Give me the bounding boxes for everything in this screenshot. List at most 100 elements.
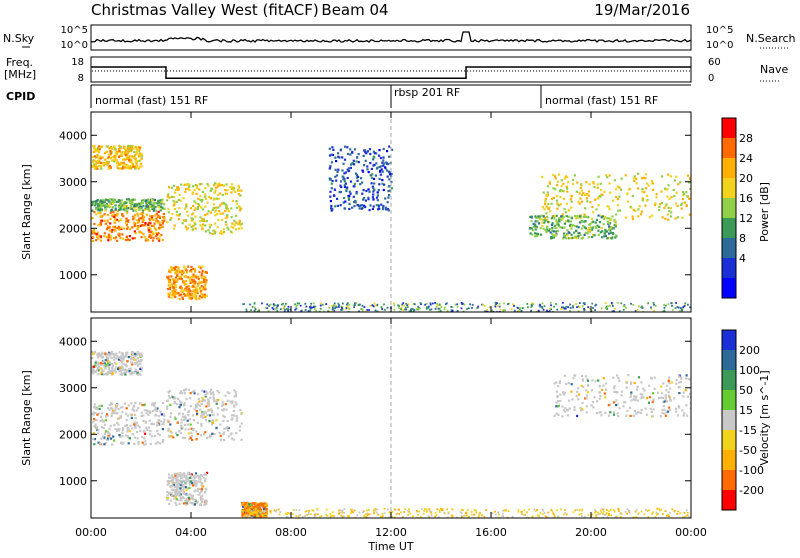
velocity-echo-cell: [230, 402, 234, 405]
power-echo-cell: [618, 186, 621, 189]
velocity-echo-cell: [686, 395, 690, 398]
power-echo-cell: [346, 176, 349, 180]
power-echo-cell: [594, 304, 597, 307]
velocity-echo-cell: [115, 352, 118, 355]
velocity-echo-cell: [320, 515, 323, 517]
velocity-echo-cell: [348, 514, 350, 517]
velocity-echo-cell: [642, 396, 645, 399]
velocity-echo-cell: [249, 509, 252, 512]
velocity-echo-cell: [465, 512, 468, 514]
velocity-echo-cell: [207, 398, 210, 401]
power-echo-cell: [190, 219, 193, 222]
power-echo-cell: [95, 200, 98, 203]
velocity-echo-cell: [290, 516, 293, 518]
power-echo-cell: [313, 308, 316, 310]
power-echo-cell: [220, 218, 224, 221]
velocity-echo-cell: [176, 483, 179, 486]
velocity-echo-cell: [430, 512, 433, 515]
velocity-echo-cell: [256, 515, 259, 518]
power-echo-cell: [341, 175, 344, 178]
power-echo-cell: [585, 197, 588, 200]
velocity-echo-cell: [133, 436, 136, 439]
power-echo-cell: [204, 193, 207, 196]
velocity-echo-cell: [653, 387, 656, 390]
velocity-echo-cell: [194, 489, 197, 492]
velocity-echo-cell: [167, 480, 170, 483]
power-echo-cell: [142, 204, 145, 208]
power-echo-cell: [126, 153, 129, 156]
power-echo-cell: [688, 213, 691, 216]
power-echo-cell: [573, 236, 576, 239]
velocity-echo-cell: [667, 514, 670, 516]
power-echo-cell: [266, 303, 269, 306]
power-echo-cell: [622, 305, 625, 307]
velocity-echo-cell: [191, 428, 194, 432]
velocity-echo-cell: [625, 414, 628, 417]
velocity-echo-cell: [197, 477, 200, 480]
power-echo-cell: [157, 232, 160, 235]
velocity-echo-cell: [351, 508, 353, 511]
velocity-echo-cell: [599, 509, 602, 512]
power-echo-cell: [102, 198, 105, 201]
power-echo-cell: [582, 192, 585, 195]
power-echo-cell: [551, 222, 554, 225]
power-echo-cell: [641, 307, 644, 309]
power-echo-cell: [203, 275, 206, 278]
power-echo-cell: [354, 302, 356, 305]
power-echo-cell: [548, 206, 551, 209]
power-echo-cell: [173, 201, 176, 204]
velocity-echo-cell: [338, 512, 340, 515]
power-echo-cell: [133, 213, 137, 217]
power-echo-cell: [175, 188, 178, 191]
velocity-echo-cell: [114, 368, 117, 371]
velocity-echo-cell: [581, 508, 584, 511]
power-echo-cell: [333, 194, 336, 197]
power-echo-cell: [213, 232, 216, 235]
power-echo-cell: [355, 176, 358, 179]
velocity-echo-cell: [149, 442, 152, 446]
power-echo-cell: [597, 175, 600, 178]
power-echo-cell: [363, 164, 366, 167]
velocity-echo-cell: [211, 432, 214, 435]
power-echo-cell: [594, 225, 597, 228]
power-echo-cell: [568, 237, 571, 240]
velocity-echo-cell: [341, 511, 344, 514]
power-echo-cell: [579, 186, 582, 190]
power-echo-cell: [580, 200, 584, 203]
power-echo-cell: [125, 217, 128, 220]
power-echo-cell: [686, 195, 689, 198]
velocity-echo-cell: [248, 502, 251, 506]
power-echo-region-5: [166, 265, 208, 301]
velocity-echo-cell: [168, 502, 171, 506]
power-echo-cell: [92, 161, 95, 164]
power-echo-cell: [627, 188, 631, 191]
power-echo-cell: [208, 226, 211, 229]
velocity-echo-cell: [113, 439, 116, 442]
power-echo-cell: [310, 306, 312, 309]
power-echo-cell: [369, 152, 372, 156]
power-echo-cell: [398, 305, 401, 307]
velocity-echo-cell: [98, 353, 101, 356]
power-echo-cell: [406, 304, 409, 306]
velocity-echo-cell: [114, 412, 117, 415]
power-echo-cell: [531, 233, 534, 236]
power-echo-cell: [121, 150, 124, 154]
velocity-echo-cell: [141, 435, 144, 439]
power-echo-cell: [343, 178, 346, 181]
velocity-echo-cell: [407, 514, 410, 516]
velocity-echo-cell: [204, 411, 208, 414]
velocity-echo-cell: [201, 398, 204, 401]
power-echo-cell: [204, 205, 207, 208]
power-echo-cell: [389, 173, 392, 176]
velocity-echo-cell: [218, 391, 221, 394]
velocity-echo-cell: [191, 502, 194, 505]
velocity-echo-cell: [197, 493, 200, 496]
velocity-echo-cell: [526, 511, 529, 514]
power-echo-cell: [381, 179, 384, 182]
power-echo-cell: [577, 235, 580, 238]
power-echo-cell: [168, 281, 171, 284]
power-echo-cell: [163, 216, 166, 219]
velocity-echo-cell: [187, 479, 190, 482]
velocity-echo-cell: [404, 508, 406, 511]
velocity-echo-cell: [665, 384, 669, 387]
